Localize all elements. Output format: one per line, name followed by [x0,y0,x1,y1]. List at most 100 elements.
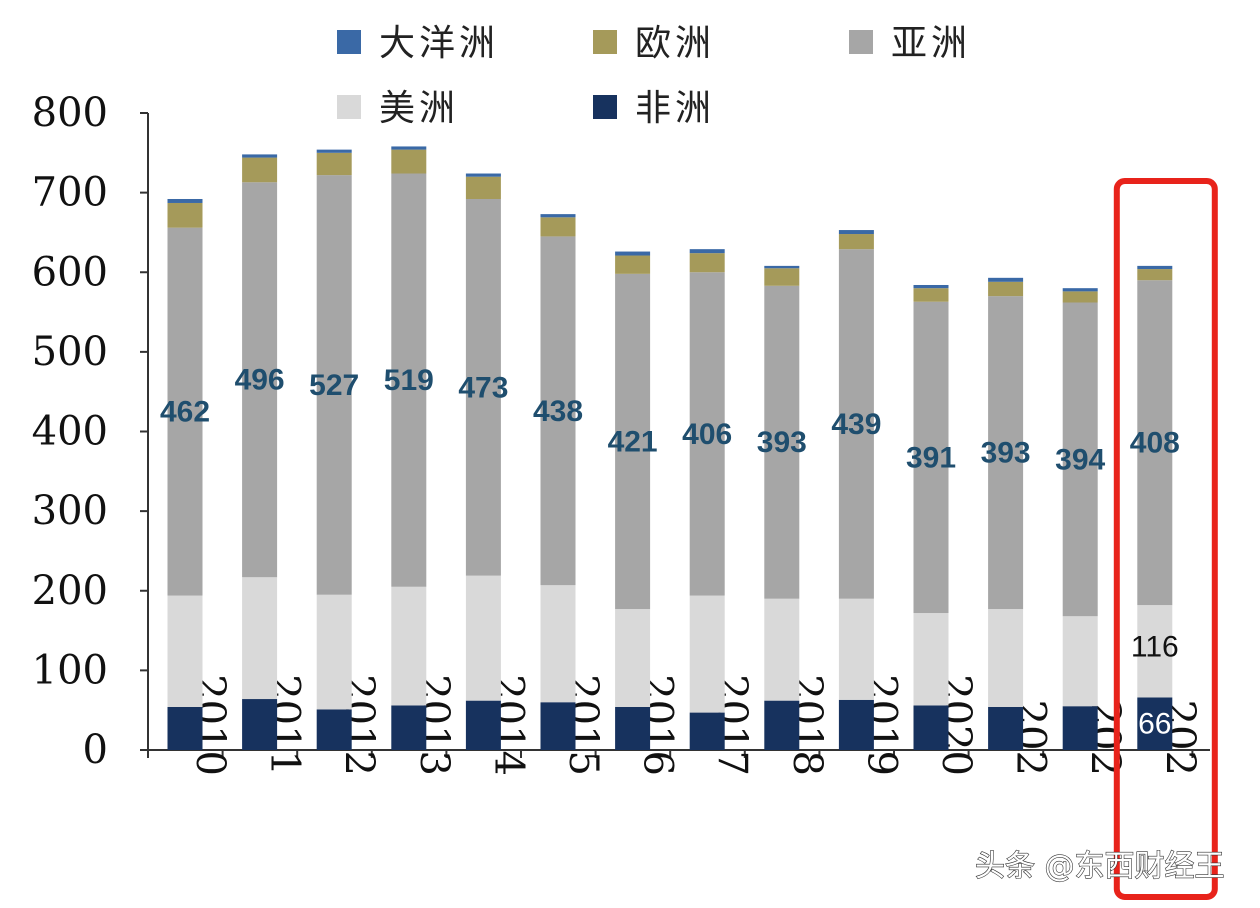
legend-swatch [849,30,873,54]
bar-segment [1062,291,1098,303]
y-tick-label: 400 [32,409,108,455]
bar-segment [764,268,800,286]
bar-segment [316,149,352,153]
bar-segment [615,707,651,750]
data-label-asia: 438 [533,395,583,428]
bar-segment [167,227,203,596]
watermark-text: 头条 @东西财经王 [975,849,1225,884]
bar-segment [540,214,576,218]
bar-segment [615,273,651,610]
bar-segment [988,707,1024,750]
bar-segment [465,173,501,177]
bar-segment [242,182,278,578]
y-tick-label: 800 [32,90,108,136]
bar-segment [689,253,725,273]
bar-segment [1137,697,1173,750]
bar-segment [913,288,949,302]
bar-segment [465,198,501,576]
data-label-asia: 391 [906,441,956,474]
bar-segment [764,598,800,701]
bar-segment [391,146,427,150]
bar-segment [465,700,501,750]
bar-segment [615,255,651,274]
data-label-asia: 394 [1055,443,1105,476]
bar-segment [1062,288,1098,292]
bars [167,146,1173,750]
data-label-asia: 462 [160,396,210,429]
data-label-asia: 393 [981,437,1031,470]
bar-segment [391,705,427,750]
data-label-asia: 519 [384,364,434,397]
bar-segment [540,236,576,586]
bar-segment [1137,265,1173,270]
bar-segment [1062,616,1098,707]
bar-segment [838,699,874,750]
bar-segment [1062,302,1098,617]
bar-segment [316,709,352,750]
y-tick-label: 300 [32,488,108,534]
bar-segment [391,586,427,706]
bar-segment [988,609,1024,708]
data-label-asia: 527 [309,369,359,402]
bar-segment [242,157,278,183]
data-label-africa-last: 66 [1138,708,1171,741]
bar-segment [615,609,651,708]
y-tick-label: 500 [32,329,108,375]
data-label-asia: 496 [235,364,285,397]
data-labels: 462 496 527 519 473 438 421 406 393 439 391 393 394 4… [160,364,1180,741]
data-label-americas-last: 116 [1131,631,1179,664]
legend-label: 亚洲 [891,23,971,64]
bar-segment [1137,280,1173,606]
y-tick-label: 700 [32,170,108,216]
bar-segment [689,249,725,254]
legend-swatch [337,95,361,119]
bar-segment [167,707,203,750]
bar-segment [838,249,874,599]
legend-label: 非洲 [635,88,715,129]
bar-segment [391,173,427,587]
bar-segment [988,281,1024,297]
highlight-rectangle [1113,178,1218,900]
bar-segment [764,285,800,599]
bar-segment [988,296,1024,610]
legend-swatch [593,30,617,54]
data-label-asia: 473 [458,371,508,404]
bar-segment [689,595,725,713]
bar-segment [167,198,203,203]
bar-segment [1137,269,1173,281]
bar-segment [465,575,501,701]
bar-segment [242,154,278,158]
y-tick-label: 200 [32,568,108,614]
bar-segment [1062,706,1098,750]
bar-segment [689,712,725,750]
y-tick-label: 600 [32,249,108,295]
bar-segment [316,594,352,710]
bar-segment [540,585,576,703]
bar-segment [391,149,427,174]
bar-segment [838,598,874,700]
bar-segment [167,202,203,228]
bar-segment [540,702,576,750]
highlight-box [1113,178,1218,900]
data-label-asia: 406 [682,418,732,451]
bar-segment [988,277,1024,282]
legend-label: 大洋洲 [379,23,499,64]
bar-segment [838,234,874,250]
bar-segment [316,175,352,595]
bar-segment [764,700,800,750]
bar-segment [913,284,949,289]
data-label-asia: 408 [1130,427,1180,460]
bar-segment [540,217,576,237]
legend-label: 美洲 [379,88,459,129]
bar-segment [1137,605,1173,698]
data-label-asia: 393 [757,426,807,459]
bar-segment [242,699,278,750]
data-label-asia: 439 [831,408,881,441]
bar-segment [913,301,949,614]
legend-label: 欧洲 [635,23,715,64]
bar-segment [689,272,725,596]
bar-segment [764,265,800,269]
bar-segment [465,176,501,199]
